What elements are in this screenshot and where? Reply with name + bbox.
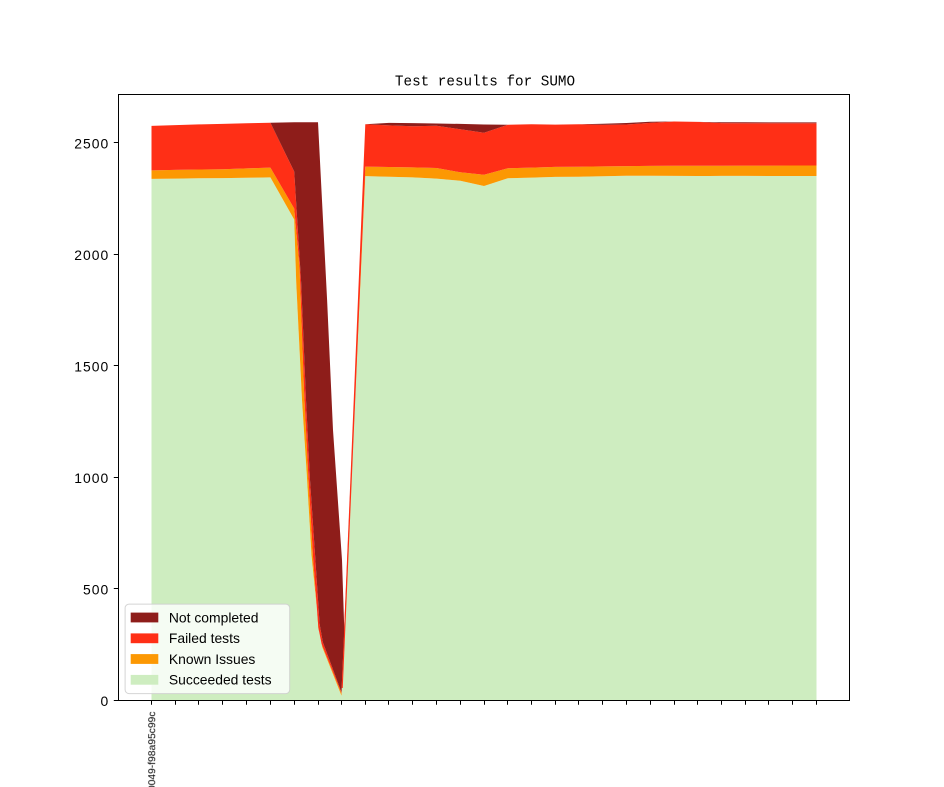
svg-text:1000: 1000 xyxy=(74,470,109,486)
svg-text:2000: 2000 xyxy=(74,247,109,263)
svg-text:0: 0 xyxy=(101,693,110,709)
svg-text:1500: 1500 xyxy=(74,359,109,375)
svg-text:Not completed: Not completed xyxy=(169,609,259,625)
svg-text:Succeeded tests: Succeeded tests xyxy=(169,672,272,688)
svg-text:0049-f98a95c99c: 0049-f98a95c99c xyxy=(147,712,158,787)
svg-text:Known Issues: Known Issues xyxy=(169,651,256,667)
svg-text:Failed tests: Failed tests xyxy=(169,630,240,646)
svg-text:500: 500 xyxy=(83,582,109,598)
svg-text:Test results for SUMO: Test results for SUMO xyxy=(395,74,575,90)
svg-text:2500: 2500 xyxy=(74,136,109,152)
